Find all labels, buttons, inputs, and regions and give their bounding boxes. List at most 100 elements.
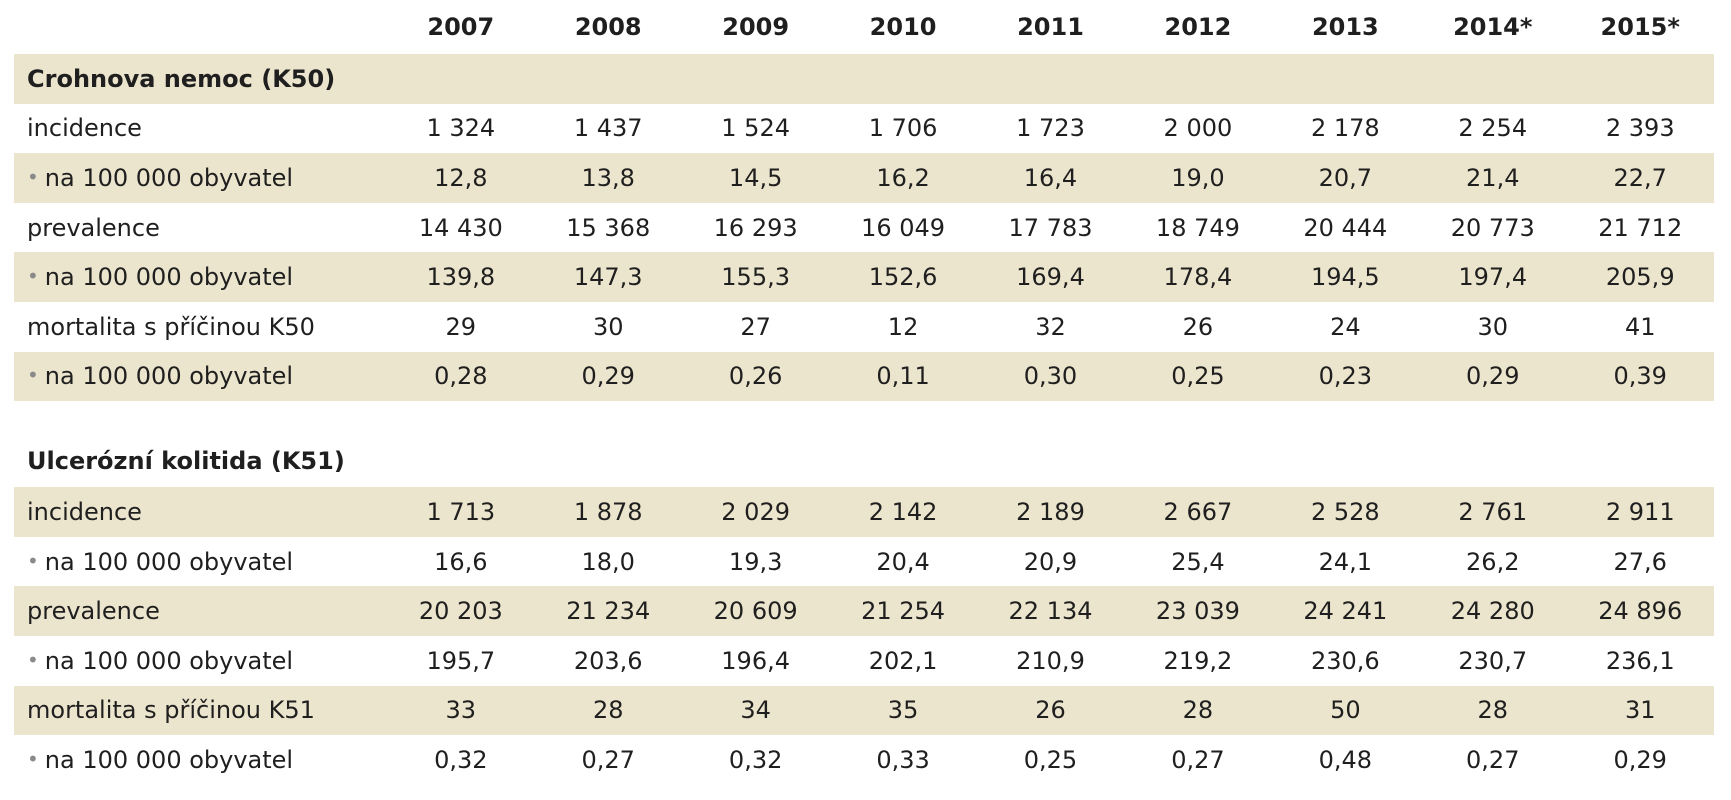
value-cell: 24 896 [1566, 586, 1714, 636]
row-label-cell: incidence [14, 487, 388, 537]
value-cell: 2 029 [681, 487, 830, 537]
value-cell: 15 368 [566, 213, 651, 242]
value-cell: 30 [1477, 312, 1509, 341]
row-label-cell: mortalita s příčinou K50 [14, 302, 387, 352]
value-cell: 14 430 [418, 213, 503, 242]
value-cell: 152,6 [829, 252, 977, 302]
value-cell: 20,4 [876, 547, 930, 576]
value-cell: 0,25 [1124, 351, 1272, 402]
statistics-table-container: 2007 2008 2009 2010 2011 2012 2013 2014*… [14, 0, 1714, 785]
value-cell: 20 609 [681, 586, 830, 636]
row-label-cell: • na 100 000 obyvatel [14, 636, 387, 686]
value-cell: 22 134 [976, 586, 1125, 636]
bullet-icon: • [27, 264, 39, 289]
value-cell: 20 444 [1303, 213, 1388, 242]
table-row: mortalita s příčinou K51 33 28 34 35 26 28 50 28… [14, 685, 1714, 736]
year-header: 2007 [427, 13, 495, 41]
value-cell: 0,27 [581, 745, 635, 774]
row-label-cell: • na 100 000 obyvatel [14, 351, 388, 402]
table-row: • na 100 000 obyvatel 12,8 13,8 14,5 16,2 16,4… [14, 153, 1714, 203]
section-header-row: Crohnova nemoc (K50) [14, 54, 1714, 104]
row-label: na 100 000 obyvatel [44, 163, 294, 192]
row-label: prevalence [27, 597, 160, 626]
bullet-icon: • [27, 548, 39, 573]
value-cell: 0,32 [728, 745, 783, 774]
value-cell: 0,23 [1271, 351, 1420, 402]
row-label-cell: prevalence [14, 203, 387, 253]
value-cell: 2 393 [1605, 114, 1675, 143]
value-cell: 32 [1035, 312, 1066, 341]
value-cell: 197,4 [1419, 252, 1567, 302]
value-cell: 1 437 [573, 114, 643, 143]
value-cell: 17 783 [1008, 213, 1093, 242]
table-row: • na 100 000 obyvatel 139,8 147,3 155,3 152,6… [14, 252, 1714, 302]
value-cell: 2 142 [829, 487, 977, 537]
row-label: mortalita s příčinou K50 [27, 312, 315, 341]
value-cell: 230,6 [1310, 646, 1380, 675]
value-cell: 50 [1271, 685, 1420, 736]
value-cell: 24 [1330, 312, 1361, 341]
table-body: Crohnova nemoc (K50) incidence 1 324 1 437 1… [14, 54, 1714, 785]
value-cell: 2 667 [1124, 487, 1272, 537]
value-cell: 16 049 [861, 213, 946, 242]
value-cell: 26 [1182, 312, 1214, 341]
row-label: incidence [27, 114, 142, 143]
value-cell: 21 712 [1598, 213, 1683, 242]
year-header: 2014* [1453, 13, 1533, 41]
value-cell: 202,1 [868, 646, 938, 675]
value-cell: 41 [1624, 312, 1656, 341]
value-cell: 155,3 [681, 252, 830, 302]
row-label-cell: prevalence [14, 586, 388, 636]
value-cell: 2 761 [1419, 487, 1567, 537]
value-cell: 16,6 [434, 547, 488, 576]
value-cell: 1 524 [721, 114, 790, 143]
value-cell: 30 [592, 312, 624, 341]
value-cell: 16,2 [829, 153, 977, 203]
value-cell: 12 [887, 312, 919, 341]
value-cell: 26,2 [1466, 547, 1520, 576]
header-row: 2007 2008 2009 2010 2011 2012 2013 2014*… [14, 0, 1714, 54]
value-cell: 0,27 [1171, 745, 1225, 774]
value-cell: 33 [387, 685, 535, 736]
value-cell: 20 773 [1450, 213, 1535, 242]
value-cell: 1 324 [426, 114, 496, 143]
value-cell: 20,9 [1023, 547, 1078, 576]
value-cell: 1 723 [1016, 114, 1085, 143]
year-header: 2008 [574, 13, 642, 41]
value-cell: 14,5 [681, 153, 830, 203]
section-spacer [14, 401, 1714, 436]
year-header: 2015* [1600, 13, 1680, 41]
row-label: prevalence [27, 213, 160, 242]
row-label: na 100 000 obyvatel [44, 547, 294, 576]
table-row: incidence 1 324 1 437 1 524 1 706 1 723 2 000 2… [14, 104, 1714, 154]
table-row: • na 100 000 obyvatel 195,7 203,6 196,4 202,1… [14, 636, 1714, 686]
value-cell: 147,3 [534, 252, 682, 302]
value-cell: 0,25 [1023, 745, 1078, 774]
value-cell: 0,27 [1466, 745, 1520, 774]
value-cell: 195,7 [426, 646, 496, 675]
table-row: • na 100 000 obyvatel 0,32 0,27 0,32 0,33 0,25… [14, 735, 1714, 785]
value-cell: 27 [740, 312, 771, 341]
row-label-cell: • na 100 000 obyvatel [14, 735, 387, 785]
value-cell: 22,7 [1566, 153, 1714, 203]
ibd-statistics-table: 2007 2008 2009 2010 2011 2012 2013 2014*… [14, 0, 1714, 785]
value-cell: 230,7 [1458, 646, 1528, 675]
value-cell: 0,39 [1566, 351, 1714, 402]
value-cell: 28 [1419, 685, 1567, 736]
value-cell: 24 280 [1419, 586, 1567, 636]
value-cell: 2 178 [1310, 114, 1380, 143]
row-label: na 100 000 obyvatel [44, 646, 294, 675]
value-cell: 1 706 [868, 114, 938, 143]
value-cell: 2 254 [1458, 114, 1528, 143]
table-row: • na 100 000 obyvatel 16,6 18,0 19,3 20,4 20,9… [14, 537, 1714, 587]
table-row: • na 100 000 obyvatel 0,28 0,29 0,26 0,11 0,30… [14, 351, 1714, 402]
value-cell: 26 [976, 685, 1125, 736]
value-cell: 16,4 [976, 153, 1125, 203]
bullet-icon: • [27, 746, 39, 771]
value-cell: 27,6 [1613, 547, 1667, 576]
value-cell: 28 [1124, 685, 1272, 736]
value-cell: 29 [445, 312, 477, 341]
value-cell: 0,30 [976, 351, 1125, 402]
value-cell: 18,0 [581, 547, 635, 576]
value-cell: 21 234 [534, 586, 682, 636]
